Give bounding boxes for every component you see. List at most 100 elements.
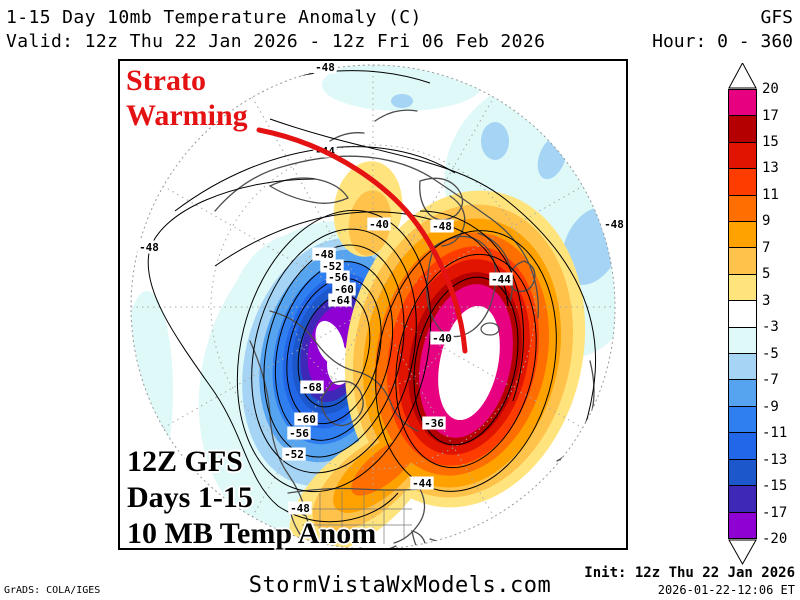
contour-label: -48: [139, 241, 159, 254]
contour-label-box: [288, 501, 312, 515]
contour-label: -44: [412, 477, 432, 490]
colorbar-cell: [729, 406, 756, 434]
valid-range: Valid: 12z Thu 22 Jan 2026 - 12z Fri 06 …: [6, 31, 546, 52]
init-time: Init: 12z Thu 22 Jan 2026: [584, 565, 795, 581]
contour-label-box: [313, 61, 337, 74]
coastlines: [214, 109, 595, 548]
colorbar-cell: [729, 433, 756, 460]
colorbar-cell: [729, 248, 756, 275]
state-borders: [296, 490, 412, 544]
contour-label: -36: [424, 417, 444, 430]
contour-label: -40: [369, 218, 389, 231]
colorbar-cell: [729, 274, 756, 302]
colorbar-tick-label: -13: [762, 451, 788, 468]
contour-label: -60: [296, 413, 316, 426]
contour-label-box: [320, 259, 344, 273]
map-frame: -48 -44 -40 -48 -48 -44 -48 -48 -52 -56 -60 -64 -68-…: [118, 59, 628, 550]
contour-label-box: [294, 412, 318, 426]
contour-label-box: [332, 282, 356, 296]
map-caption-line: 10 MB Temp Anom: [127, 517, 377, 550]
colorbar-cell: [729, 486, 756, 513]
model-label: GFS: [760, 7, 793, 28]
contour-label-box: [430, 331, 454, 345]
colorbar-tick-label: 3: [762, 292, 771, 309]
contour-label-box: [410, 476, 434, 490]
colorbar-cell: [729, 169, 756, 196]
contour-label: -52: [284, 448, 304, 461]
strato-warming-annotation: Strato Warming: [126, 63, 248, 133]
colorbar-cell: [729, 222, 756, 249]
colorbar-labels: 20 17 15 13 11 9 7 5 3 -3 -5 -7 -9 -11 -13 -15 -17 -20: [762, 82, 800, 546]
contour-labels: -48-44-40 -48 -48-44-48-48-52-56-60-64-68-…: [137, 61, 626, 515]
colorbar-cell: [729, 116, 756, 143]
colorbar-tick-label: 13: [762, 160, 779, 177]
contour-label: -40: [432, 332, 452, 345]
map-caption: 12Z GFS Days 1-15 10 MB Temp Anom: [127, 444, 376, 552]
contour-label: -52: [322, 260, 342, 273]
colorbar-tick-label: 17: [762, 107, 779, 124]
colorbar-tick-label: 11: [762, 186, 779, 203]
contour-label-box: [300, 380, 324, 394]
contour-label-box: [602, 217, 626, 231]
contour-label: -48: [604, 218, 624, 231]
colorbar-cell: [729, 195, 756, 223]
colorbar-cell: [729, 301, 756, 328]
page-title: 1-15 Day 10mb Temperature Anomaly (C): [6, 7, 422, 28]
contour-label-box: [326, 270, 350, 284]
colorbar-tick-label: -7: [762, 372, 779, 389]
grads-credit: GrADS: COLA/IGES: [4, 585, 101, 596]
warming-arrow: [256, 127, 468, 354]
contour-label-box: [367, 217, 391, 231]
strato-annotation-line: Strato: [126, 64, 206, 97]
colorbar-down-arrow: [728, 539, 757, 565]
graticule: [131, 65, 615, 548]
map-disk-edge: [130, 64, 616, 548]
colorbar-cell: [729, 380, 756, 407]
site-name: StormVistaWxModels.com: [248, 573, 552, 598]
colorbar-tick-label: -17: [762, 504, 788, 521]
colorbar-tick-label: -9: [762, 398, 779, 415]
contour-label-box: [287, 426, 311, 440]
colorbar-tick-label: 7: [762, 239, 771, 256]
colorbar: [728, 89, 757, 539]
contour-label-box: [489, 272, 513, 286]
colorbar-cell: [729, 354, 756, 381]
colorbar-cell: [729, 90, 756, 117]
colorbar-tick-label: 15: [762, 133, 779, 150]
contour-label: -44: [491, 273, 511, 286]
colorbar-tick-label: 5: [762, 266, 771, 283]
strato-annotation-line: Warming: [126, 99, 248, 132]
contour-label: -48: [314, 248, 334, 261]
contour-label-box: [328, 293, 352, 307]
map-caption-line: 12Z GFS: [127, 445, 243, 478]
colorbar-tick-label: -3: [762, 319, 779, 336]
contour-label: -48: [290, 502, 310, 515]
colorbar-up-arrow: [728, 63, 757, 89]
timestamp: 2026-01-22-12:06 ET: [657, 583, 795, 597]
contour-label-box: [430, 219, 454, 233]
colorbar-cell: [729, 142, 756, 170]
colorbar-tick-label: 20: [762, 81, 779, 97]
contour-label: -60: [334, 283, 354, 296]
colorbar-cell: [729, 459, 756, 487]
contour-label-box: [422, 416, 446, 430]
contour-label: -68: [302, 381, 322, 394]
colorbar-cell: [729, 327, 756, 355]
contour-label-box: [312, 247, 336, 261]
colorbar-tick-label: -15: [762, 478, 788, 494]
colorbar-cell: [729, 512, 756, 538]
contour-label: -64: [330, 294, 350, 307]
polar-map: -48-44-40 -48 -48-44-48-48-52-56-60-64-68-…: [130, 61, 626, 548]
contour-label: -48: [315, 61, 335, 74]
colorbar-tick-label: 9: [762, 213, 771, 230]
colorbar-tick-label: -20: [762, 531, 788, 547]
colorbar-tick-label: -11: [762, 425, 788, 442]
contour-label-box: [282, 447, 306, 461]
forecast-hour-range: Hour: 0 - 360: [652, 31, 793, 52]
map-caption-line: Days 1-15: [127, 481, 253, 514]
contour-label: -56: [328, 271, 348, 284]
contour-label: -48: [432, 220, 452, 233]
contour-label-box: [137, 240, 161, 254]
colorbar-tick-label: -5: [762, 345, 779, 362]
